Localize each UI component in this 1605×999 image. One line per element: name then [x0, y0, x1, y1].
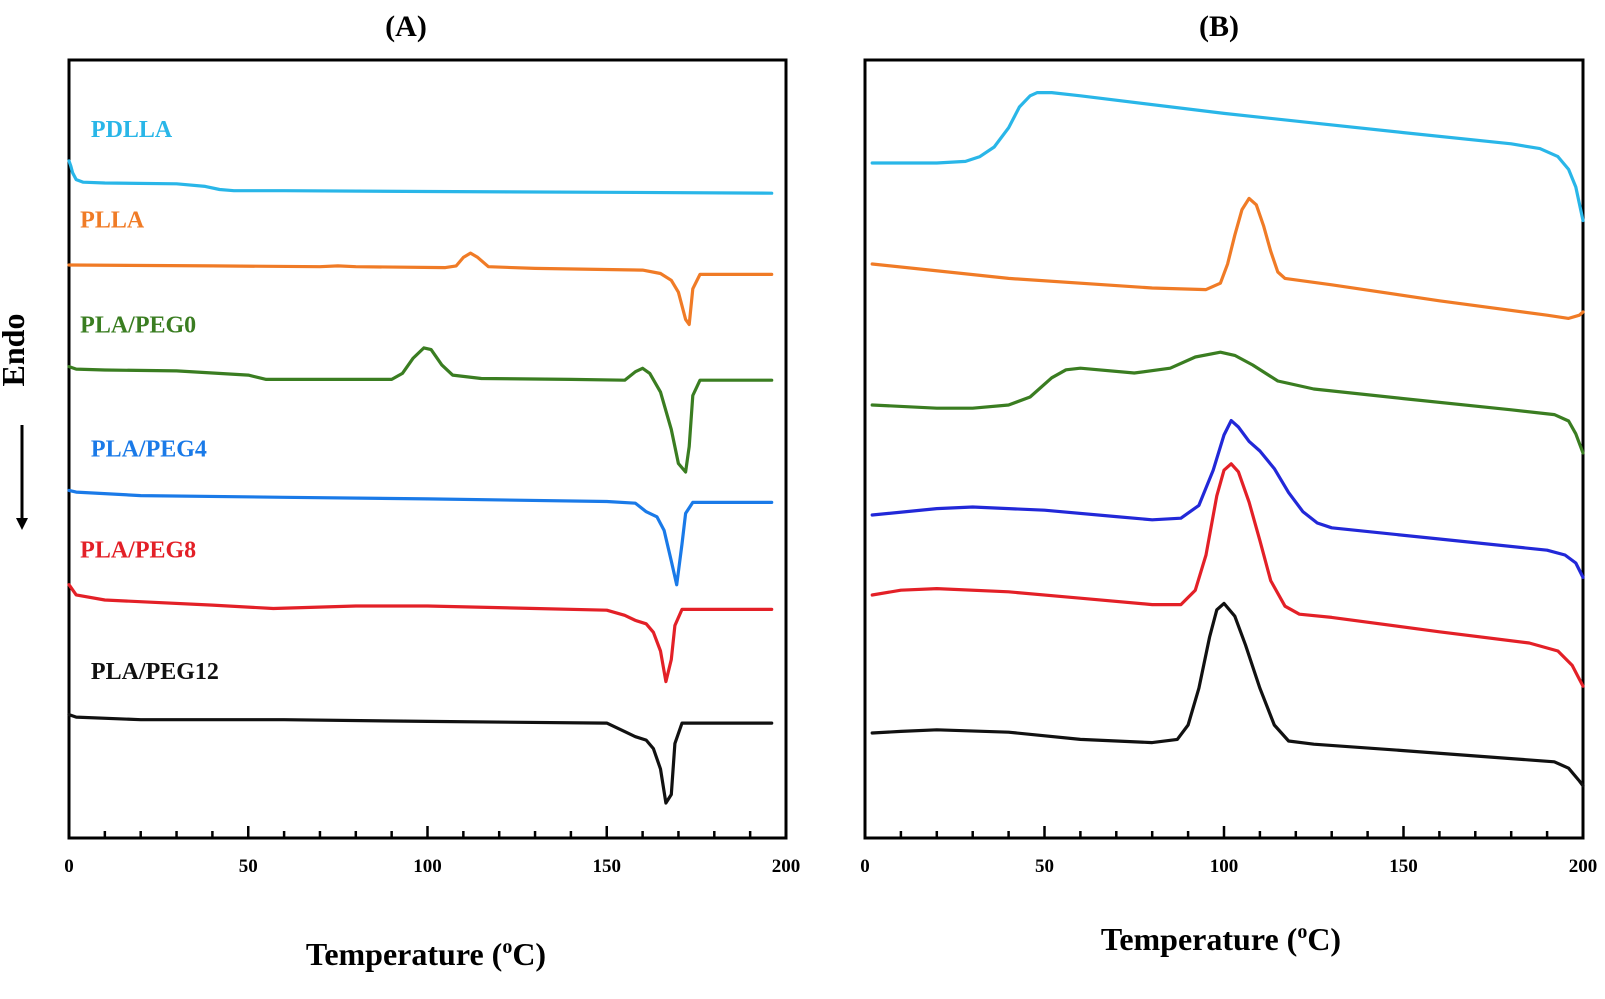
x-tick-label: 50 — [1035, 856, 1054, 877]
y-axis-title: Endo — [0, 314, 31, 387]
series-line-pla-peg12 — [870, 601, 1585, 788]
panel-title: (A) — [385, 10, 427, 43]
series-line-pla-peg4 — [870, 419, 1585, 579]
chart-panel-a: (A) 0 50 100 150 200 Temperature (oC) Endo PDLLA… — [0, 10, 800, 972]
series-line-pla-peg0 — [870, 350, 1585, 455]
chart-panel-b: (B) 0 50 100 150 200 Temperature (oC) — [860, 10, 1597, 957]
x-tick-label: 100 — [413, 856, 442, 877]
series-label-pla-peg12: PLA/PEG12 — [91, 659, 219, 685]
series-line-plla — [67, 251, 774, 327]
endo-arrow-head — [16, 518, 28, 530]
x-axis-title: Temperature (oC) — [1101, 921, 1341, 957]
x-tick-label: 100 — [1210, 856, 1239, 877]
series-line-pdlla — [870, 91, 1585, 223]
x-tick-label: 0 — [860, 856, 870, 877]
x-tick-label: 150 — [593, 856, 622, 877]
x-tick-label: 0 — [64, 856, 74, 877]
x-tick-label: 200 — [1569, 856, 1598, 877]
series-line-pla-peg4 — [67, 488, 774, 587]
panel-title: (B) — [1199, 10, 1239, 43]
series-line-pla-peg8 — [870, 462, 1585, 688]
series-line-plla — [870, 196, 1585, 320]
series-line-pla-peg0 — [67, 346, 774, 474]
series-line-pla-peg12 — [67, 713, 774, 805]
series-label-pla-peg4: PLA/PEG4 — [91, 436, 207, 462]
series-line-pdlla — [67, 159, 774, 195]
x-tick-label: 150 — [1389, 856, 1418, 877]
plot-frame — [863, 58, 1585, 840]
series-label-plla: PLLA — [80, 208, 145, 234]
series-line-pla-peg8 — [67, 583, 774, 684]
x-tick-label: 200 — [772, 856, 801, 877]
series-label-pla-peg0: PLA/PEG0 — [80, 313, 196, 339]
series-label-pla-peg8: PLA/PEG8 — [80, 538, 196, 564]
x-axis-title: Temperature (oC) — [306, 936, 546, 972]
x-tick-label: 50 — [239, 856, 258, 877]
series-label-pdlla: PDLLA — [91, 117, 173, 143]
